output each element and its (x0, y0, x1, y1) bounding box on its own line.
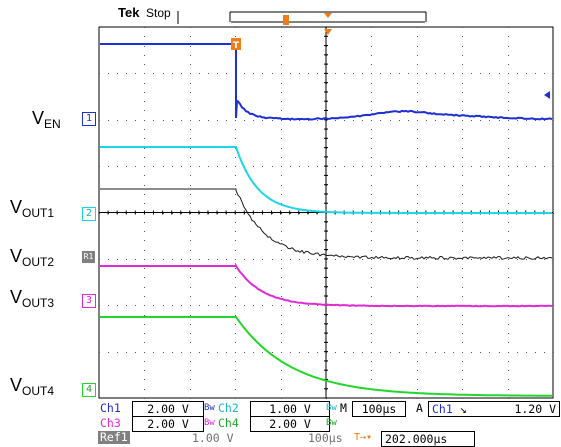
ch2-scale-value[interactable]: 1.00 V (250, 401, 330, 417)
ch4-scale-value[interactable]: 2.00 V (250, 416, 330, 432)
ch4-bw-icon: Bw (326, 416, 337, 430)
label-vout3-sub: OUT3 (22, 296, 54, 310)
trigger-source: Ch1 (432, 402, 453, 416)
label-vout2-main: V (10, 246, 22, 266)
label-vout3: VOUT3 (10, 287, 54, 308)
svg-text:T: T (233, 41, 240, 51)
ref1-time-value: 100µs (308, 431, 343, 445)
ch1-ground-marker[interactable]: 1 (82, 112, 96, 126)
trigger-level: 1.20 V (514, 402, 556, 416)
label-ven-sub: EN (44, 117, 61, 131)
label-vout1: VOUT1 (10, 197, 54, 218)
ch2-bw-icon: Bw (326, 401, 337, 415)
ch1-readout-name[interactable]: Ch1 (100, 401, 121, 415)
ch1-scale-value[interactable]: 2.00 V (132, 401, 204, 417)
trigger-label: A (416, 401, 423, 415)
trigger-position-icon: T→▾ (354, 431, 372, 445)
falling-edge-icon: ↘ (460, 402, 467, 416)
label-vout2-sub: OUT2 (22, 255, 54, 269)
ch3-readout-name[interactable]: Ch3 (100, 416, 121, 430)
label-vout3-main: V (10, 287, 22, 307)
trigger-t-icon: T (231, 38, 241, 51)
ch2-ground-marker[interactable]: 2 (82, 207, 96, 221)
ref1-ground-marker[interactable]: R1 (82, 251, 95, 263)
trigger-down-arrow-icon (324, 13, 332, 18)
trigger-readout[interactable]: Ch1 ↘ 1.20 V (428, 401, 560, 417)
ch3-scale-value[interactable]: 2.00 V (132, 416, 204, 432)
label-vout1-sub: OUT1 (22, 206, 54, 220)
label-vout4-main: V (10, 375, 22, 395)
ch1-bw-icon: Bw (204, 401, 215, 415)
label-vout4-sub: OUT4 (22, 384, 54, 398)
readout-row-3: Ref1 1.00 V 100µs T→▾ 202.000µs (98, 431, 558, 445)
label-ven-main: V (32, 108, 44, 128)
ch4-readout-name[interactable]: Ch4 (218, 416, 239, 430)
readout-row-1: Ch1 2.00 V Bw Ch2 1.00 V Bw M 100µs A Ch… (98, 401, 558, 415)
label-vout2: VOUT2 (10, 246, 54, 267)
timebase-label: M (340, 401, 347, 415)
ch3-ground-marker[interactable]: 3 (82, 294, 96, 308)
ch4-ground-marker[interactable]: 4 (82, 383, 96, 397)
label-ven: VEN (32, 108, 61, 129)
label-vout4: VOUT4 (10, 375, 54, 396)
ref1-readout-name[interactable]: Ref1 (98, 431, 130, 444)
ch3-bw-icon: Bw (204, 416, 215, 430)
timebase-value[interactable]: 100µs (352, 401, 406, 417)
ch2-readout-name[interactable]: Ch2 (218, 401, 239, 415)
ref1-scale-value: 1.00 V (192, 431, 234, 445)
label-vout1-main: V (10, 197, 22, 217)
readout-row-2: Ch3 2.00 V Bw Ch4 2.00 V Bw (98, 416, 558, 430)
